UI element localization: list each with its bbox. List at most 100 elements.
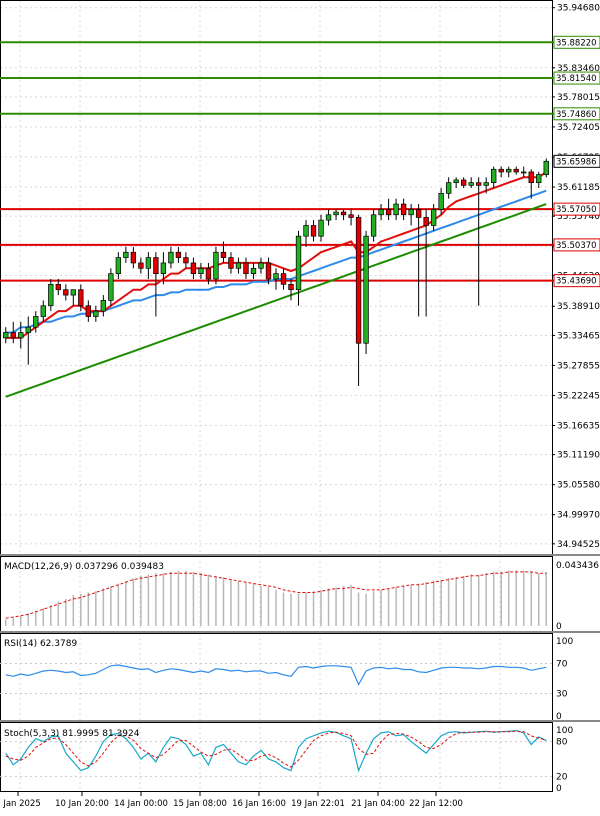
level-label-box [553, 107, 600, 121]
candle-bull [408, 209, 414, 216]
candle-bull [453, 179, 459, 183]
price-tick-label: 35.94680 [557, 4, 600, 14]
x-tick-label: 10 Jan 20:00 [55, 799, 109, 809]
rsi-tick-label: 30 [556, 690, 568, 700]
candle-bull [168, 251, 174, 264]
x-tick-label: 22 Jan 12:00 [409, 799, 463, 809]
x-tick-label: 15 Jan 08:00 [173, 799, 227, 809]
candle-bear [63, 289, 69, 296]
candle-bull [483, 182, 489, 186]
rsi-line [5, 664, 547, 686]
candle-bear [348, 214, 354, 218]
level-label: 35.57050 [556, 205, 597, 215]
candle-bear [265, 262, 272, 280]
candle-bull [100, 300, 107, 312]
price-tick-label: 35.61185 [557, 183, 600, 193]
level-label-box [553, 238, 600, 252]
price-tick-label: 34.99970 [557, 511, 600, 521]
level-label: 35.50370 [556, 241, 597, 251]
rsi-label: RSI(14) 62.3789 [4, 639, 77, 649]
level-label-box [553, 35, 600, 49]
rsi-tick-label: 0 [556, 712, 562, 722]
x-tick-label: 16 Jan 16:00 [232, 799, 286, 809]
candle-bear [228, 257, 234, 269]
candle-bear [85, 305, 92, 317]
candle-bull [198, 267, 204, 274]
candle-bull [303, 225, 309, 237]
stoch-tick-label: 0 [556, 784, 562, 794]
candle-bull [3, 332, 9, 339]
candle-bear [183, 257, 189, 264]
candle-bull [48, 284, 54, 307]
candle-bear [175, 251, 182, 258]
price-tick-label: 35.16635 [557, 421, 600, 431]
candle-bear [310, 225, 317, 237]
candle-bull [213, 251, 219, 280]
stoch-tick-label: 20 [556, 772, 568, 782]
candle-bear [415, 209, 422, 218]
price-tick-label: 34.94525 [557, 540, 600, 550]
candle-bear [476, 182, 482, 186]
price-tick-label: 35.83460 [557, 64, 600, 74]
candle-bull [160, 262, 167, 274]
candle-bear [138, 262, 144, 269]
macd-label: MACD(12,26,9) 0.037296 0.039483 [4, 562, 164, 572]
panel-separator [0, 631, 600, 633]
candle-bear [513, 168, 519, 173]
price-tick-label: 35.78015 [557, 93, 600, 103]
price-tick-label: 35.22245 [557, 391, 600, 401]
candle-bull [318, 219, 324, 237]
candle-bear [385, 209, 392, 216]
candle-bull [363, 235, 369, 344]
level-label-box [553, 274, 600, 288]
candle-bear [340, 211, 347, 216]
price-tick-label: 35.38910 [557, 302, 600, 312]
candle-bear [280, 273, 287, 285]
candle-bull [536, 174, 542, 183]
candle-bull [445, 182, 452, 194]
price-tick-label: 35.11190 [557, 451, 600, 461]
candle-bear [130, 251, 137, 264]
level-label: 35.81540 [556, 74, 597, 84]
rsi-panel-frame [0, 633, 553, 722]
level-label-box [553, 71, 600, 85]
candle-bull [378, 209, 384, 216]
current-price-label: 35.65986 [556, 157, 597, 167]
candle-bear [205, 267, 212, 280]
stoch-panel-frame [0, 722, 553, 792]
price-tick-label: 35.05580 [557, 481, 600, 491]
candle-bear [460, 179, 467, 186]
candle-bull [18, 332, 24, 339]
candle-bull [295, 235, 302, 291]
candle-bull [393, 203, 399, 216]
level-label: 35.74860 [556, 110, 597, 120]
candle-bull [506, 168, 512, 173]
price-tick-label: 35.33465 [557, 331, 600, 341]
candle-bull [70, 289, 76, 296]
candle-bull [333, 211, 339, 216]
level-label: 35.43690 [556, 277, 597, 287]
rsi-tick-label: 70 [556, 660, 568, 670]
candle-bull [325, 214, 332, 221]
ma-slow-line [5, 203, 547, 398]
candle-bull [370, 214, 377, 237]
candle-bear [528, 171, 534, 183]
candle-bear [288, 284, 294, 291]
candle-bull [93, 310, 99, 317]
candle-bull [543, 160, 549, 175]
candle-bear [78, 289, 84, 307]
candle-bull [521, 171, 527, 174]
candle-bear [498, 168, 504, 173]
candle-bull [123, 251, 129, 258]
candle-bear [55, 284, 61, 291]
candle-bear [423, 217, 429, 226]
panel-separator [0, 720, 600, 722]
candle-bull [438, 193, 444, 210]
stoch-label: Stoch(5,3,3) 81.9995 81.3924 [4, 729, 140, 739]
x-tick-label: 14 Jan 00:00 [114, 799, 168, 809]
candle-bull [115, 257, 122, 274]
x-tick-label: 19 Jan 22:01 [291, 799, 345, 809]
x-tick-label: 9 Jan 2025 [0, 799, 41, 809]
candle-bear [355, 217, 362, 344]
